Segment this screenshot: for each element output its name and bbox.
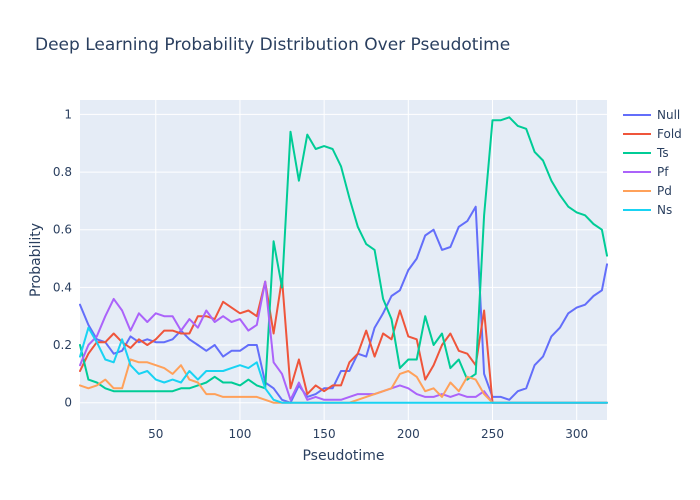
x-tick-label: 50 — [148, 427, 163, 441]
y-tick-label: 0 — [64, 396, 72, 410]
y-tick-label: 0.6 — [53, 223, 72, 237]
legend-item-ns[interactable]: Ns — [623, 203, 672, 217]
y-tick-label: 0.4 — [53, 280, 72, 294]
x-tick-label: 100 — [228, 427, 251, 441]
x-tick-label: 300 — [565, 427, 588, 441]
y-tick-label: 0.8 — [53, 165, 72, 179]
y-tick-label: 0.2 — [53, 338, 72, 352]
series-line-ts — [79, 116, 608, 393]
x-gridlines — [155, 100, 578, 420]
legend-item-pf[interactable]: Pf — [623, 165, 669, 179]
legend-label: Pd — [657, 184, 672, 198]
y-axis-ticks: 0 0.2 0.4 0.6 0.8 1 — [53, 107, 72, 409]
y-axis-title: Probability — [28, 223, 44, 297]
y-gridlines — [80, 113, 607, 404]
x-tick-label: 250 — [481, 427, 504, 441]
x-tick-label: 200 — [397, 427, 420, 441]
chart-title: Deep Learning Probability Distribution O… — [35, 35, 510, 55]
x-axis-title: Pseudotime — [302, 448, 384, 464]
legend[interactable]: Null Fold Ts Pf Pd Ns — [623, 108, 682, 217]
plot-area — [80, 100, 607, 420]
legend-label: Null — [657, 108, 680, 122]
series-line-ns — [79, 326, 608, 404]
legend-label: Ts — [656, 146, 669, 160]
series-lines — [79, 116, 608, 404]
x-axis-ticks: 50 100 150 200 250 300 — [148, 427, 588, 441]
legend-label: Fold — [657, 127, 682, 141]
x-tick-label: 150 — [313, 427, 336, 441]
legend-item-null[interactable]: Null — [623, 108, 680, 122]
legend-item-pd[interactable]: Pd — [623, 184, 672, 198]
legend-label: Pf — [657, 165, 669, 179]
legend-item-fold[interactable]: Fold — [623, 127, 682, 141]
legend-item-ts[interactable]: Ts — [623, 146, 669, 160]
y-tick-label: 1 — [64, 107, 72, 121]
legend-label: Ns — [657, 203, 672, 217]
